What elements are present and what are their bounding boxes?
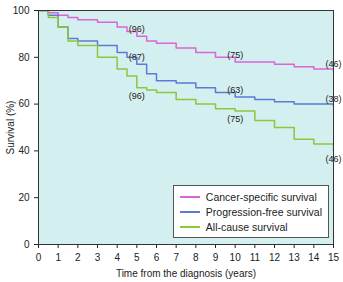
svg-text:12: 12 — [269, 252, 281, 263]
svg-text:(46): (46) — [325, 59, 342, 70]
svg-text:10: 10 — [230, 252, 242, 263]
svg-text:(75): (75) — [227, 114, 243, 124]
svg-text:(63): (63) — [227, 85, 243, 95]
svg-text:3: 3 — [95, 252, 101, 263]
svg-text:11: 11 — [250, 252, 261, 263]
svg-text:(96): (96) — [129, 24, 145, 34]
svg-text:20: 20 — [18, 192, 30, 203]
svg-text:(75): (75) — [227, 50, 243, 60]
html-text:Cancer-specific survival: Cancer-specific survival — [205, 190, 317, 203]
svg-text:100: 100 — [13, 5, 30, 16]
svg-text:Survival (%): Survival (%) — [5, 101, 16, 155]
svg-text:(38): (38) — [325, 94, 342, 105]
svg-text:40: 40 — [18, 145, 30, 156]
svg-text:Time from the diagnosis (years: Time from the diagnosis (years) — [116, 268, 256, 279]
svg-text:5: 5 — [134, 252, 140, 263]
svg-text:15: 15 — [328, 252, 340, 263]
svg-text:13: 13 — [289, 252, 301, 263]
svg-text:(96): (96) — [129, 91, 145, 101]
svg-text:0: 0 — [24, 239, 30, 250]
svg-text:0: 0 — [36, 252, 42, 263]
html-text:All-cause survival: All-cause survival — [205, 220, 288, 233]
svg-text:(87): (87) — [129, 52, 145, 62]
svg-text:7: 7 — [173, 252, 179, 263]
svg-text:9: 9 — [213, 252, 219, 263]
html-text:Progression-free survival: Progression-free survival — [205, 205, 322, 218]
svg-text:60: 60 — [18, 98, 30, 109]
svg-text:80: 80 — [18, 52, 30, 63]
svg-text:2: 2 — [75, 252, 81, 263]
svg-text:4: 4 — [114, 252, 120, 263]
svg-text:1: 1 — [55, 252, 61, 263]
svg-text:14: 14 — [308, 252, 320, 263]
svg-text:6: 6 — [154, 252, 160, 263]
svg-text:(46): (46) — [325, 153, 342, 164]
svg-text:8: 8 — [193, 252, 199, 263]
